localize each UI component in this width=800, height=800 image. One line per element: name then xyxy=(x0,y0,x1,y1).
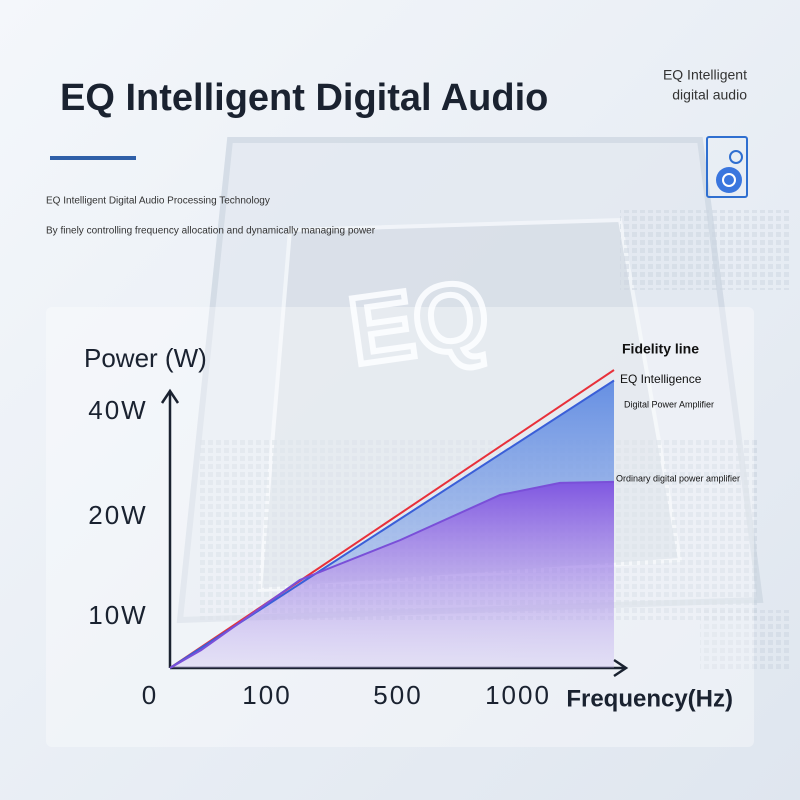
plot: 0 100 500 1000 10W 20W 40W Fidelity line EQ Inte… xyxy=(88,341,740,710)
legend-label: Ordinary digital power amplifier xyxy=(616,473,740,483)
y-axis-label: Power (W) xyxy=(84,343,207,373)
y-tick-label: 40W xyxy=(88,395,147,425)
area xyxy=(170,481,614,668)
speaker-icon xyxy=(706,136,748,198)
y-axis-arrow xyxy=(160,388,180,404)
line xyxy=(169,480,615,669)
x-tick-label: 100 xyxy=(242,680,291,710)
watermark: EQ xyxy=(343,260,495,385)
legend-label: Fidelity line xyxy=(622,341,699,357)
x-tick-label: 1000 xyxy=(485,680,551,710)
x-axis-label: Frequency(Hz) xyxy=(566,685,733,712)
badge-text: digital audio xyxy=(672,87,747,103)
x-tick-label: 0 xyxy=(142,680,158,710)
x-tick-label: 500 xyxy=(373,680,422,710)
y-tick-label: 20W xyxy=(88,500,147,530)
subtitle: EQ Intelligent Digital Audio Processing … xyxy=(46,196,270,207)
y-tick-label: 10W xyxy=(88,600,147,630)
legend-label: EQ Intelligence xyxy=(620,372,702,386)
title-underline xyxy=(50,156,136,160)
subtitle: By finely controlling frequency allocati… xyxy=(46,226,376,237)
legend-label: Digital Power Amplifier xyxy=(624,399,714,409)
badge-text: EQ Intelligent xyxy=(663,67,747,83)
x-axis-arrow xyxy=(613,658,629,678)
line xyxy=(169,369,615,669)
title: EQ Intelligent Digital Audio xyxy=(60,77,548,119)
